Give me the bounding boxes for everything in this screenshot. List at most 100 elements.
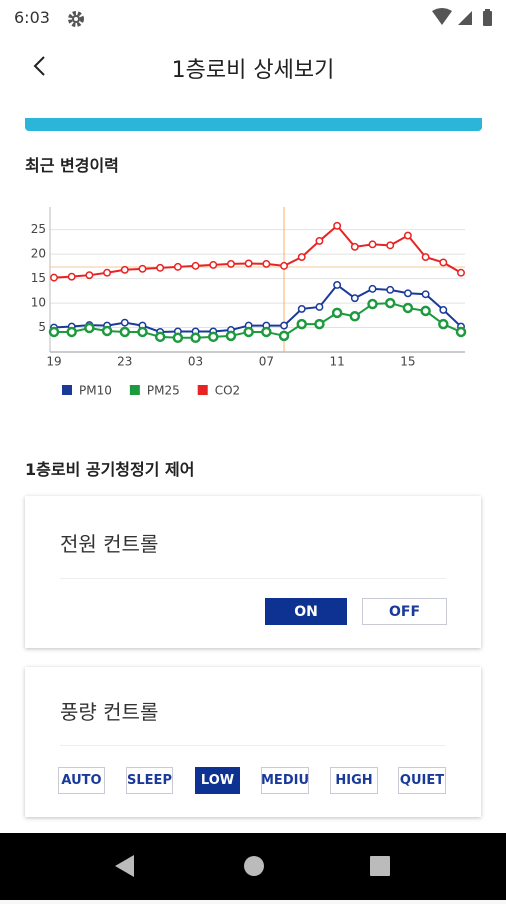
- data-point: [191, 261, 200, 270]
- nav-icons: [115, 855, 390, 877]
- control-button[interactable]: MEDIU: [261, 767, 309, 794]
- data-point: [439, 305, 448, 314]
- data-point: [421, 253, 430, 262]
- control-button[interactable]: SLEEP: [126, 767, 173, 794]
- status-strip: [25, 118, 482, 131]
- x-tick-label: 11: [329, 355, 344, 369]
- data-point: [173, 262, 182, 271]
- data-point: [296, 318, 307, 330]
- data-point: [138, 264, 147, 273]
- data-point: [225, 330, 237, 342]
- nav-back[interactable]: [115, 855, 134, 877]
- data-point: [103, 268, 112, 277]
- data-point: [85, 271, 94, 280]
- data-point: [421, 290, 430, 299]
- data-point: [455, 326, 467, 338]
- back-button[interactable]: [28, 54, 52, 78]
- data-point: [333, 281, 342, 289]
- data-point: [243, 326, 254, 338]
- data-point: [84, 322, 95, 334]
- data-point: [244, 259, 253, 268]
- y-tick-label: 15: [31, 271, 46, 285]
- data-point: [280, 261, 288, 270]
- data-point: [333, 221, 342, 230]
- page-title: 1층로비 상세보기: [171, 58, 335, 83]
- data-point: [439, 258, 448, 267]
- data-point: [368, 284, 377, 293]
- x-tick-label: 07: [259, 355, 274, 369]
- nav-recent[interactable]: [370, 856, 390, 876]
- system-icons: [432, 8, 492, 26]
- control-button[interactable]: LOW: [195, 767, 240, 794]
- data-point: [350, 294, 359, 303]
- data-point: [137, 326, 148, 338]
- series-line: [53, 283, 462, 333]
- data-point: [119, 326, 131, 338]
- divider: [60, 578, 446, 579]
- card-label: 풍량 컨트롤: [60, 700, 159, 724]
- app-bar: 1층로비 상세보기: [0, 36, 506, 96]
- power-card: 전원 컨트롤 ON OFF: [25, 496, 481, 648]
- settings-icon: [68, 11, 84, 27]
- series-line: [53, 224, 462, 279]
- legend-swatch: [62, 385, 72, 395]
- status-time: 6:03: [14, 8, 50, 27]
- divider: [60, 745, 446, 746]
- x-tick-label: 19: [46, 355, 61, 369]
- data-point: [66, 326, 77, 338]
- data-point: [384, 297, 396, 309]
- control-button[interactable]: ON: [265, 598, 347, 625]
- data-point: [331, 307, 343, 319]
- data-point: [227, 259, 235, 268]
- nav-home[interactable]: [244, 856, 264, 876]
- fan-card: 풍량 컨트롤 AUTO SLEEP LOW MEDIU HIGH QUIET: [25, 667, 481, 817]
- x-tick-label: 15: [400, 355, 415, 369]
- data-point: [120, 318, 129, 327]
- control-button[interactable]: OFF: [362, 598, 447, 625]
- data-point: [297, 304, 306, 313]
- data-point: [314, 318, 325, 330]
- data-point: [50, 273, 58, 282]
- data-point: [67, 272, 76, 281]
- legend-label: PM10: [79, 384, 112, 398]
- data-point: [262, 259, 271, 268]
- data-point: [156, 263, 165, 272]
- x-tick-label: 03: [188, 355, 203, 369]
- data-point: [420, 305, 431, 317]
- data-point: [457, 268, 465, 277]
- y-tick-label: 25: [31, 222, 46, 236]
- data-point: [386, 285, 395, 294]
- chart: 5 10 15 20 25 19 23 03 07 11 15 PM10 PM25 CO2: [31, 207, 467, 398]
- data-point: [101, 325, 113, 337]
- data-point: [209, 260, 218, 269]
- data-point: [386, 241, 395, 250]
- data-point: [261, 326, 272, 338]
- data-point: [438, 318, 449, 330]
- legend-swatch: [197, 385, 208, 395]
- data-point: [367, 298, 378, 310]
- legend-label: PM25: [147, 384, 180, 398]
- control-button[interactable]: QUIET: [398, 767, 446, 794]
- data-point: [315, 236, 324, 245]
- data-point: [208, 331, 219, 343]
- data-point: [48, 326, 60, 338]
- x-tick-label: 23: [117, 355, 132, 369]
- data-point: [280, 321, 288, 330]
- series-line: [54, 302, 462, 339]
- control-button[interactable]: AUTO: [58, 767, 105, 794]
- data-point: [349, 311, 361, 322]
- data-point: [403, 289, 412, 298]
- y-tick-label: 10: [31, 296, 46, 310]
- data-point: [172, 332, 184, 344]
- data-point: [190, 332, 201, 344]
- data-point: [278, 330, 290, 342]
- control-button[interactable]: HIGH: [330, 767, 378, 794]
- y-tick-label: 20: [31, 247, 46, 261]
- data-point: [402, 302, 414, 314]
- status-bar: 6:03: [0, 0, 506, 36]
- data-point: [403, 231, 412, 240]
- section-title: 최근 변경이력: [25, 156, 119, 175]
- data-point: [368, 240, 377, 249]
- data-point: [350, 242, 359, 251]
